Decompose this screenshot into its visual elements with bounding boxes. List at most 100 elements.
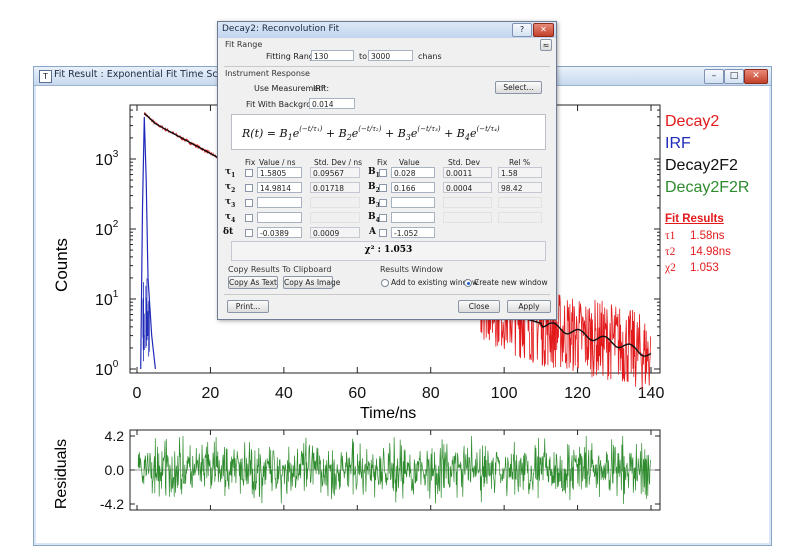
tau-3-value-input[interactable] — [257, 197, 302, 208]
dialog-close-action-button[interactable]: Close — [458, 300, 500, 313]
tau-4-value-input[interactable] — [257, 212, 302, 223]
x-tick-label: 100 — [491, 385, 518, 402]
copy-as-text-button[interactable]: Copy As Text — [228, 276, 278, 289]
chi2-value: χ² : 1.053 — [364, 245, 413, 255]
fit-range-from-input[interactable]: 130 — [311, 50, 354, 61]
col-value-ns: Value / ns — [259, 158, 296, 167]
legend-decay2f2r: Decay2F2R — [665, 179, 750, 196]
legend-irf: IRF — [665, 135, 691, 152]
y-tick-label: 103 — [95, 149, 119, 169]
use-measurement-label: Use Measurement: — [254, 84, 330, 93]
b-3-stddev — [443, 197, 492, 208]
col-rel: Rel % — [509, 158, 531, 167]
x-tick-label: 120 — [564, 385, 591, 402]
tau-2-value-input[interactable]: 14.9814 — [257, 182, 302, 193]
print-button[interactable]: Print... — [227, 300, 269, 313]
tau-2-stddev: 0.01718 — [310, 182, 360, 193]
fit-tau2-label: τ2 — [665, 246, 676, 258]
b-1-label: B1 — [368, 167, 380, 179]
dialog-title: Decay2: Reconvolution Fit — [222, 24, 340, 34]
chi2-box: χ² : 1.053 — [231, 241, 546, 261]
reconvolution-fit-dialog: Decay2: Reconvolution Fit ? ✕ Fit Range … — [217, 21, 557, 320]
y-tick-label: 101 — [95, 289, 119, 309]
tau-3-label: τ3 — [225, 197, 236, 209]
instrument-response-group: Instrument Response — [225, 69, 310, 78]
close-button[interactable]: ✕ — [744, 69, 768, 84]
separator — [224, 66, 550, 67]
b-2-value-input[interactable]: 0.166 — [391, 182, 435, 193]
fix-tau-1-checkbox[interactable] — [245, 169, 253, 177]
b-3-label: B3 — [368, 197, 380, 209]
background-input[interactable]: 0.014 — [309, 98, 355, 109]
decay-equation: R(t) = B1e(−t/τ₁) + B2e(−t/τ₂) + B3e(−t/… — [241, 125, 500, 142]
tau-4-stddev — [310, 212, 360, 223]
create-new-radio[interactable] — [464, 279, 472, 287]
b-1-rel: 1.58 — [498, 167, 542, 178]
legend-decay2f2: Decay2F2 — [665, 157, 738, 174]
to-label: to — [359, 52, 368, 61]
apply-button[interactable]: Apply — [507, 300, 551, 313]
series-decay2f2r — [137, 435, 652, 505]
a-value-input[interactable]: -1.052 — [391, 227, 435, 238]
create-new-label: Create new window — [474, 278, 548, 287]
x-tick-label: 60 — [348, 385, 366, 402]
maximize-button[interactable]: □ — [724, 69, 744, 84]
measurement-value: IRF — [313, 84, 326, 93]
shift-value-input[interactable]: -0.0389 — [257, 227, 302, 238]
fix-tau-4-checkbox[interactable] — [245, 214, 253, 222]
series-irf — [140, 116, 156, 370]
fix-a-checkbox[interactable] — [379, 229, 387, 237]
chans-label: chans — [418, 52, 442, 61]
b-1-value-input[interactable]: 0.028 — [391, 167, 435, 178]
y-tick-label: 100 — [95, 359, 119, 379]
fix-shift-checkbox[interactable] — [245, 229, 253, 237]
select-button[interactable]: Select... — [495, 81, 542, 94]
fit-tau2-value: 14.98ns — [690, 246, 731, 258]
b-4-rel — [498, 212, 542, 223]
shift-stddev: 0.0009 — [310, 227, 360, 238]
tau-1-stddev: 0.09567 — [310, 167, 360, 178]
fit-range-to-input[interactable]: 3000 — [368, 50, 413, 61]
b-3-value-input[interactable] — [391, 197, 435, 208]
tau-4-label: τ4 — [225, 212, 236, 224]
help-button[interactable]: ? — [512, 23, 532, 37]
fit-tau1-label: τ1 — [665, 230, 676, 242]
col-stddev: Std. Dev — [448, 158, 481, 167]
col-fix-1: Fix — [245, 158, 256, 167]
minimize-button[interactable]: – — [704, 69, 724, 84]
fix-b-4-checkbox[interactable] — [379, 214, 387, 222]
b-4-value-input[interactable] — [391, 212, 435, 223]
window-title: Fit Result : Exponential Fit Time Scan — [54, 69, 230, 80]
tau-1-value-input[interactable]: 1.5805 — [257, 167, 302, 178]
fix-b-1-checkbox[interactable] — [379, 169, 387, 177]
b-3-rel — [498, 197, 542, 208]
col-stddev-ns: Std. Dev / ns — [314, 158, 363, 167]
fit-chi2-value: 1.053 — [690, 262, 719, 274]
b-2-stddev: 0.0004 — [443, 182, 492, 193]
col-fix-2: Fix — [377, 158, 388, 167]
y-tick-label: 102 — [95, 219, 119, 239]
res-tick-label: 4.2 — [105, 428, 125, 444]
col-value: Value — [399, 158, 420, 167]
separator — [224, 294, 550, 295]
fit-background-label: Fit With Background: — [246, 100, 330, 109]
a-label: A — [369, 227, 376, 237]
b-2-rel: 98.42 — [498, 182, 542, 193]
fix-b-3-checkbox[interactable] — [379, 199, 387, 207]
copy-as-image-button[interactable]: Copy As Image — [283, 276, 341, 289]
fix-b-2-checkbox[interactable] — [379, 184, 387, 192]
dialog-close-button[interactable]: ✕ — [533, 23, 554, 37]
res-tick-label: 0.0 — [105, 462, 125, 478]
b-4-label: B4 — [368, 212, 380, 224]
collapse-button[interactable]: ≈ — [540, 39, 552, 51]
y-axis-label: Counts — [52, 238, 71, 292]
b-2-label: B2 — [368, 182, 380, 194]
add-existing-radio[interactable] — [381, 279, 389, 287]
add-existing-label: Add to existing window — [391, 278, 479, 287]
fit-tau1-value: 1.58ns — [690, 230, 725, 242]
res-tick-label: -4.2 — [100, 496, 124, 512]
fix-tau-3-checkbox[interactable] — [245, 199, 253, 207]
fix-tau-2-checkbox[interactable] — [245, 184, 253, 192]
dialog-titlebar[interactable]: Decay2: Reconvolution Fit ? ✕ — [218, 22, 556, 38]
x-tick-label: 20 — [202, 385, 220, 402]
